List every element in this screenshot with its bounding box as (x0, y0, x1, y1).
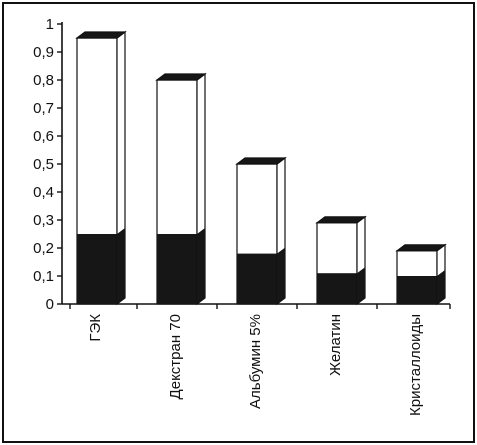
y-tick-label: 0,8 (33, 72, 54, 89)
bar-top-face (315, 216, 367, 224)
bar-segment-lower (157, 234, 197, 304)
bar-side-face-lower (117, 228, 125, 304)
bar-side-face-lower (277, 247, 285, 304)
category-label-4: Кристаллоиды (407, 314, 424, 416)
bar-top-face (75, 31, 127, 39)
bar-side-face-lower (197, 228, 205, 304)
bar-segment-lower (397, 276, 437, 304)
bar-segment-lower (317, 273, 357, 304)
y-tick-label: 0,1 (33, 268, 54, 285)
y-tick-label: 0,3 (33, 212, 54, 229)
bar-segment-lower (237, 253, 277, 304)
category-label-1: Декстран 70 (167, 314, 184, 399)
bar-top-face (235, 157, 287, 165)
y-tick-labels: 0 0,1 0,2 0,3 0,4 0,5 0,6 0,7 0,8 0,9 1 (33, 16, 54, 313)
y-tick-label: 0,7 (33, 100, 54, 117)
bar-3 (315, 215, 367, 306)
bar-2 (235, 156, 287, 306)
bar-0 (75, 30, 127, 306)
bar-segment-lower (77, 234, 117, 304)
bar-1 (155, 72, 207, 306)
y-tick-label: 0,6 (33, 128, 54, 145)
category-labels: ГЭК Декстран 70 Альбумин 5% Желатин Кристалл… (87, 314, 424, 416)
y-tick-label: 0,5 (33, 156, 54, 173)
y-tick-label: 0,2 (33, 240, 54, 257)
bars (75, 30, 447, 306)
bar-side-face-lower (437, 270, 445, 304)
y-tick-label: 0,9 (33, 44, 54, 61)
category-label-0: ГЭК (87, 314, 104, 342)
y-tick-label: 0 (46, 296, 54, 313)
category-label-3: Желатин (327, 314, 344, 376)
bar-top-face (155, 73, 207, 81)
y-tick-label: 0,4 (33, 184, 54, 201)
bar-side-face-lower (357, 267, 365, 304)
y-tick-label: 1 (46, 16, 54, 33)
bar-top-face (395, 244, 447, 252)
bar-4 (395, 243, 447, 306)
category-label-2: Альбумин 5% (247, 314, 264, 409)
